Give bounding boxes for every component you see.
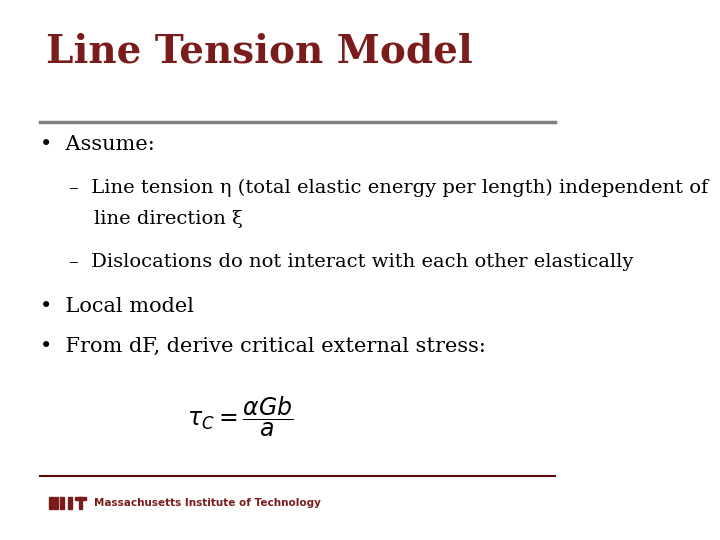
Text: •  Assume:: • Assume: — [40, 135, 155, 154]
Text: Massachusetts Institute of Technology: Massachusetts Institute of Technology — [94, 498, 321, 508]
Text: –  Dislocations do not interact with each other elastically: – Dislocations do not interact with each… — [68, 253, 633, 271]
Text: Line Tension Model: Line Tension Model — [46, 32, 472, 70]
Bar — [54, 497, 58, 509]
Text: •  From dF, derive critical external stress:: • From dF, derive critical external stre… — [40, 338, 486, 356]
Text: $\tau_C = \dfrac{\alpha G b}{a}$: $\tau_C = \dfrac{\alpha G b}{a}$ — [187, 395, 293, 439]
Bar — [78, 497, 83, 509]
Text: •  Local model: • Local model — [40, 297, 194, 316]
Text: –  Line tension η (total elastic energy per length) independent of: – Line tension η (total elastic energy p… — [68, 179, 708, 197]
Bar — [60, 497, 64, 509]
Bar — [75, 497, 86, 501]
Bar — [68, 497, 72, 509]
Text: line direction ξ: line direction ξ — [68, 210, 243, 228]
Bar — [49, 497, 53, 509]
